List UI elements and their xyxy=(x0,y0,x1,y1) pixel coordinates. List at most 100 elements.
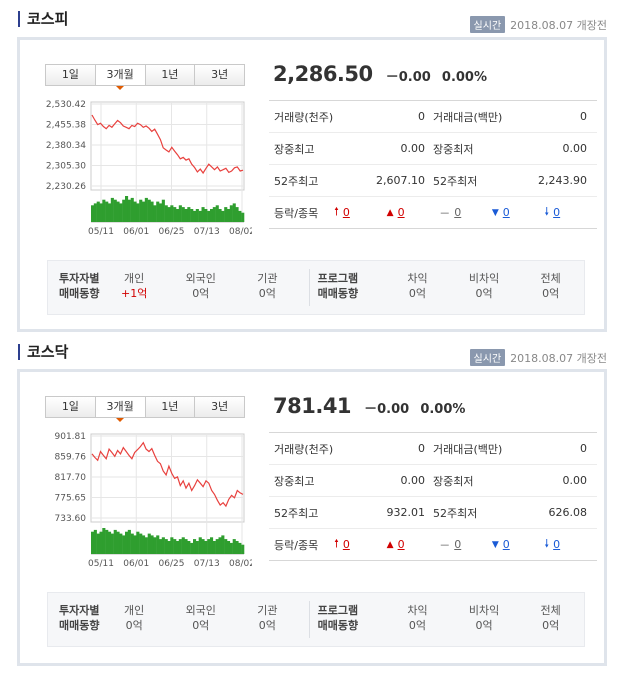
y-tick-label: 2,380.34 xyxy=(46,141,86,151)
volume-bar xyxy=(96,201,100,222)
investor-head: 투자자별 매매동향 xyxy=(59,604,100,632)
w52-low-label: 52주최저 xyxy=(433,506,478,520)
fall-count[interactable]: 0 xyxy=(502,206,510,219)
unchanged[interactable]: － 0 xyxy=(439,537,492,553)
fall[interactable]: ▼ 0 xyxy=(492,206,545,219)
lower-limit[interactable]: 🠗 0 xyxy=(544,203,597,222)
volume-bar xyxy=(184,209,188,222)
amount-label: 거래대금(백만) xyxy=(433,442,503,456)
w52-high-value: 2,607.10 xyxy=(376,174,425,187)
volume-bar xyxy=(187,207,191,222)
unchanged-count[interactable]: 0 xyxy=(454,206,462,219)
volume-bar xyxy=(201,539,205,554)
volume-bar xyxy=(156,535,160,554)
volume-bar xyxy=(190,209,194,222)
total-value: 0억 xyxy=(542,287,560,300)
volume-bar xyxy=(150,535,154,554)
volume-bar xyxy=(238,210,242,222)
volume-bar xyxy=(116,201,120,222)
volume-bar xyxy=(198,537,202,554)
rise-count[interactable]: 0 xyxy=(397,538,405,551)
volume-bar xyxy=(156,201,160,222)
volume-bar xyxy=(204,209,208,222)
volume-bar xyxy=(235,207,239,222)
volume-bar xyxy=(147,533,151,554)
volume-bar xyxy=(193,539,197,554)
arbitrage-value: 0억 xyxy=(408,287,427,300)
volume-bar xyxy=(119,203,123,222)
period-tab-3[interactable]: 3년 xyxy=(195,397,244,417)
volume-bar xyxy=(184,539,188,554)
volume-bar xyxy=(119,533,123,554)
period-tab-0[interactable]: 1일 xyxy=(46,397,96,417)
info-table: 거래량(천주) 0 거래대금(백만) 0 장중최고 0.00 장중최저 0.00… xyxy=(269,432,597,561)
unchanged-count[interactable]: 0 xyxy=(454,538,462,551)
rise-icon: ▲ xyxy=(386,539,394,550)
lower-limit-count[interactable]: 0 xyxy=(553,538,561,551)
investor-trend: 투자자별 매매동향 개인 +1억 외국인 0억 기관 0억 프로그램 매매동향 차익 0억 … xyxy=(47,260,585,315)
volume-value: 0 xyxy=(418,110,425,123)
volume-bar xyxy=(224,539,228,554)
volume-bar xyxy=(96,533,100,554)
price-line xyxy=(91,441,244,508)
volume-bar xyxy=(102,199,106,222)
volume-bar xyxy=(133,201,137,222)
volume-bar xyxy=(110,533,114,554)
volume-bar xyxy=(173,539,177,554)
volume-bar xyxy=(133,535,137,554)
volume-bar xyxy=(136,203,140,222)
x-tick-label: 05/11 xyxy=(88,227,114,237)
section-title: 코스닥 xyxy=(18,344,68,360)
volume-bar xyxy=(125,531,129,554)
period-tab-3[interactable]: 3년 xyxy=(195,65,244,85)
fall-count[interactable]: 0 xyxy=(502,538,510,551)
volume-bar xyxy=(241,212,245,222)
volume-bar xyxy=(144,197,148,222)
rise[interactable]: ▲ 0 xyxy=(387,538,440,551)
lower-limit[interactable]: 🠗 0 xyxy=(544,535,597,554)
x-tick-label: 07/13 xyxy=(194,559,220,569)
index-price: 781.41 xyxy=(273,394,352,418)
fall[interactable]: ▼ 0 xyxy=(492,538,545,551)
upper-limit[interactable]: 🠕 0 xyxy=(334,535,387,554)
rise-count[interactable]: 0 xyxy=(397,206,405,219)
volume-bar xyxy=(207,539,211,554)
rise[interactable]: ▲ 0 xyxy=(387,206,440,219)
fall-icon: ▼ xyxy=(491,539,499,550)
fall-icon: ▼ xyxy=(491,207,499,218)
individual-col: 개인 +1억 xyxy=(101,261,168,314)
foreign-col: 외국인 0억 xyxy=(167,261,234,314)
volume-bar xyxy=(93,203,97,222)
period-tab-2[interactable]: 1년 xyxy=(145,397,196,417)
volume-bar xyxy=(227,209,231,222)
individual-value: 0억 xyxy=(125,619,143,632)
volume-bar xyxy=(212,541,216,554)
upper-limit-count[interactable]: 0 xyxy=(342,206,350,219)
unchanged-icon: － xyxy=(439,538,451,552)
volume-bar xyxy=(201,207,205,222)
nonarb-value: 0억 xyxy=(475,287,493,300)
volume-bar xyxy=(161,199,165,222)
volume-bar xyxy=(159,539,163,554)
index-chart: 901.81 859.76 817.70 775.65 733.60 05/11 06/01… xyxy=(55,432,253,569)
upper-limit[interactable]: 🠕 0 xyxy=(334,203,387,222)
amount-value: 0 xyxy=(580,110,587,123)
nonarb-col: 비차익 0억 xyxy=(451,593,518,646)
period-tab-2[interactable]: 1년 xyxy=(145,65,196,85)
upper-limit-count[interactable]: 0 xyxy=(342,538,350,551)
y-tick-label: 775.65 xyxy=(55,494,87,504)
period-tab-0[interactable]: 1일 xyxy=(46,65,96,85)
volume-bar xyxy=(224,207,228,222)
volume-bar xyxy=(190,542,194,554)
unchanged[interactable]: － 0 xyxy=(439,205,492,221)
lower-limit-count[interactable]: 0 xyxy=(553,206,561,219)
institution-col: 기관 0억 xyxy=(234,261,301,314)
volume-bar xyxy=(238,542,242,554)
volume-bar xyxy=(232,539,236,554)
period-tab-1[interactable]: 3개월 xyxy=(95,65,146,90)
x-tick-label: 05/11 xyxy=(88,559,114,569)
unchanged-icon: － xyxy=(439,206,451,220)
info-row-intraday: 장중최고 0.00 장중최저 0.00 xyxy=(269,465,597,497)
volume-bar xyxy=(159,203,163,222)
period-tab-1[interactable]: 3개월 xyxy=(95,397,146,422)
